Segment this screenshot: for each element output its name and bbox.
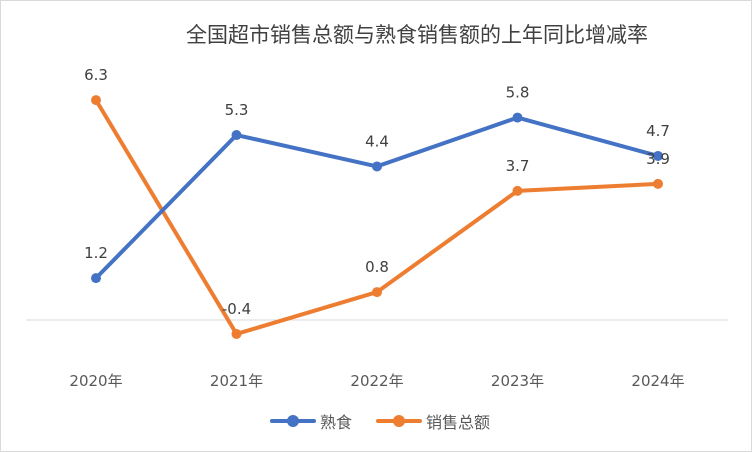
- legend-item: 销售总额: [376, 409, 490, 433]
- legend: 熟食 销售总额: [1, 409, 751, 433]
- legend-swatch: [269, 415, 316, 427]
- data-point: [372, 287, 382, 298]
- legend-swatch: [376, 415, 422, 427]
- x-tick-label: 2022年: [350, 372, 403, 390]
- data-label: 6.3: [84, 66, 108, 84]
- data-point: [653, 178, 663, 189]
- x-tick-label: 2023年: [491, 372, 544, 390]
- data-point: [512, 112, 523, 123]
- data-label: 3.7: [506, 157, 530, 175]
- x-tick-label: 2021年: [210, 372, 263, 390]
- data-point: [91, 95, 101, 106]
- x-tick-label: 2020年: [69, 372, 122, 390]
- data-label: 3.9: [646, 150, 670, 168]
- legend-item: 熟食: [269, 409, 352, 433]
- data-label: 5.3: [225, 101, 249, 119]
- chart-title: 全国超市销售总额与熟食销售额的上年同比增减率: [186, 23, 648, 47]
- data-label: 4.4: [365, 132, 389, 150]
- data-point: [231, 130, 242, 141]
- data-label: 1.2: [84, 244, 108, 262]
- data-point: [512, 185, 523, 196]
- data-label: 4.7: [646, 122, 670, 140]
- data-point: [91, 273, 101, 284]
- data-label: 5.8: [506, 84, 530, 102]
- x-tick-label: 2024年: [631, 372, 684, 390]
- legend-label: 销售总额: [426, 413, 491, 432]
- legend-label: 熟食: [319, 413, 352, 432]
- data-label: 0.8: [365, 258, 389, 276]
- data-label: -0.4: [222, 300, 251, 318]
- data-point: [372, 161, 382, 172]
- data-point: [653, 150, 663, 161]
- data-point: [231, 328, 242, 339]
